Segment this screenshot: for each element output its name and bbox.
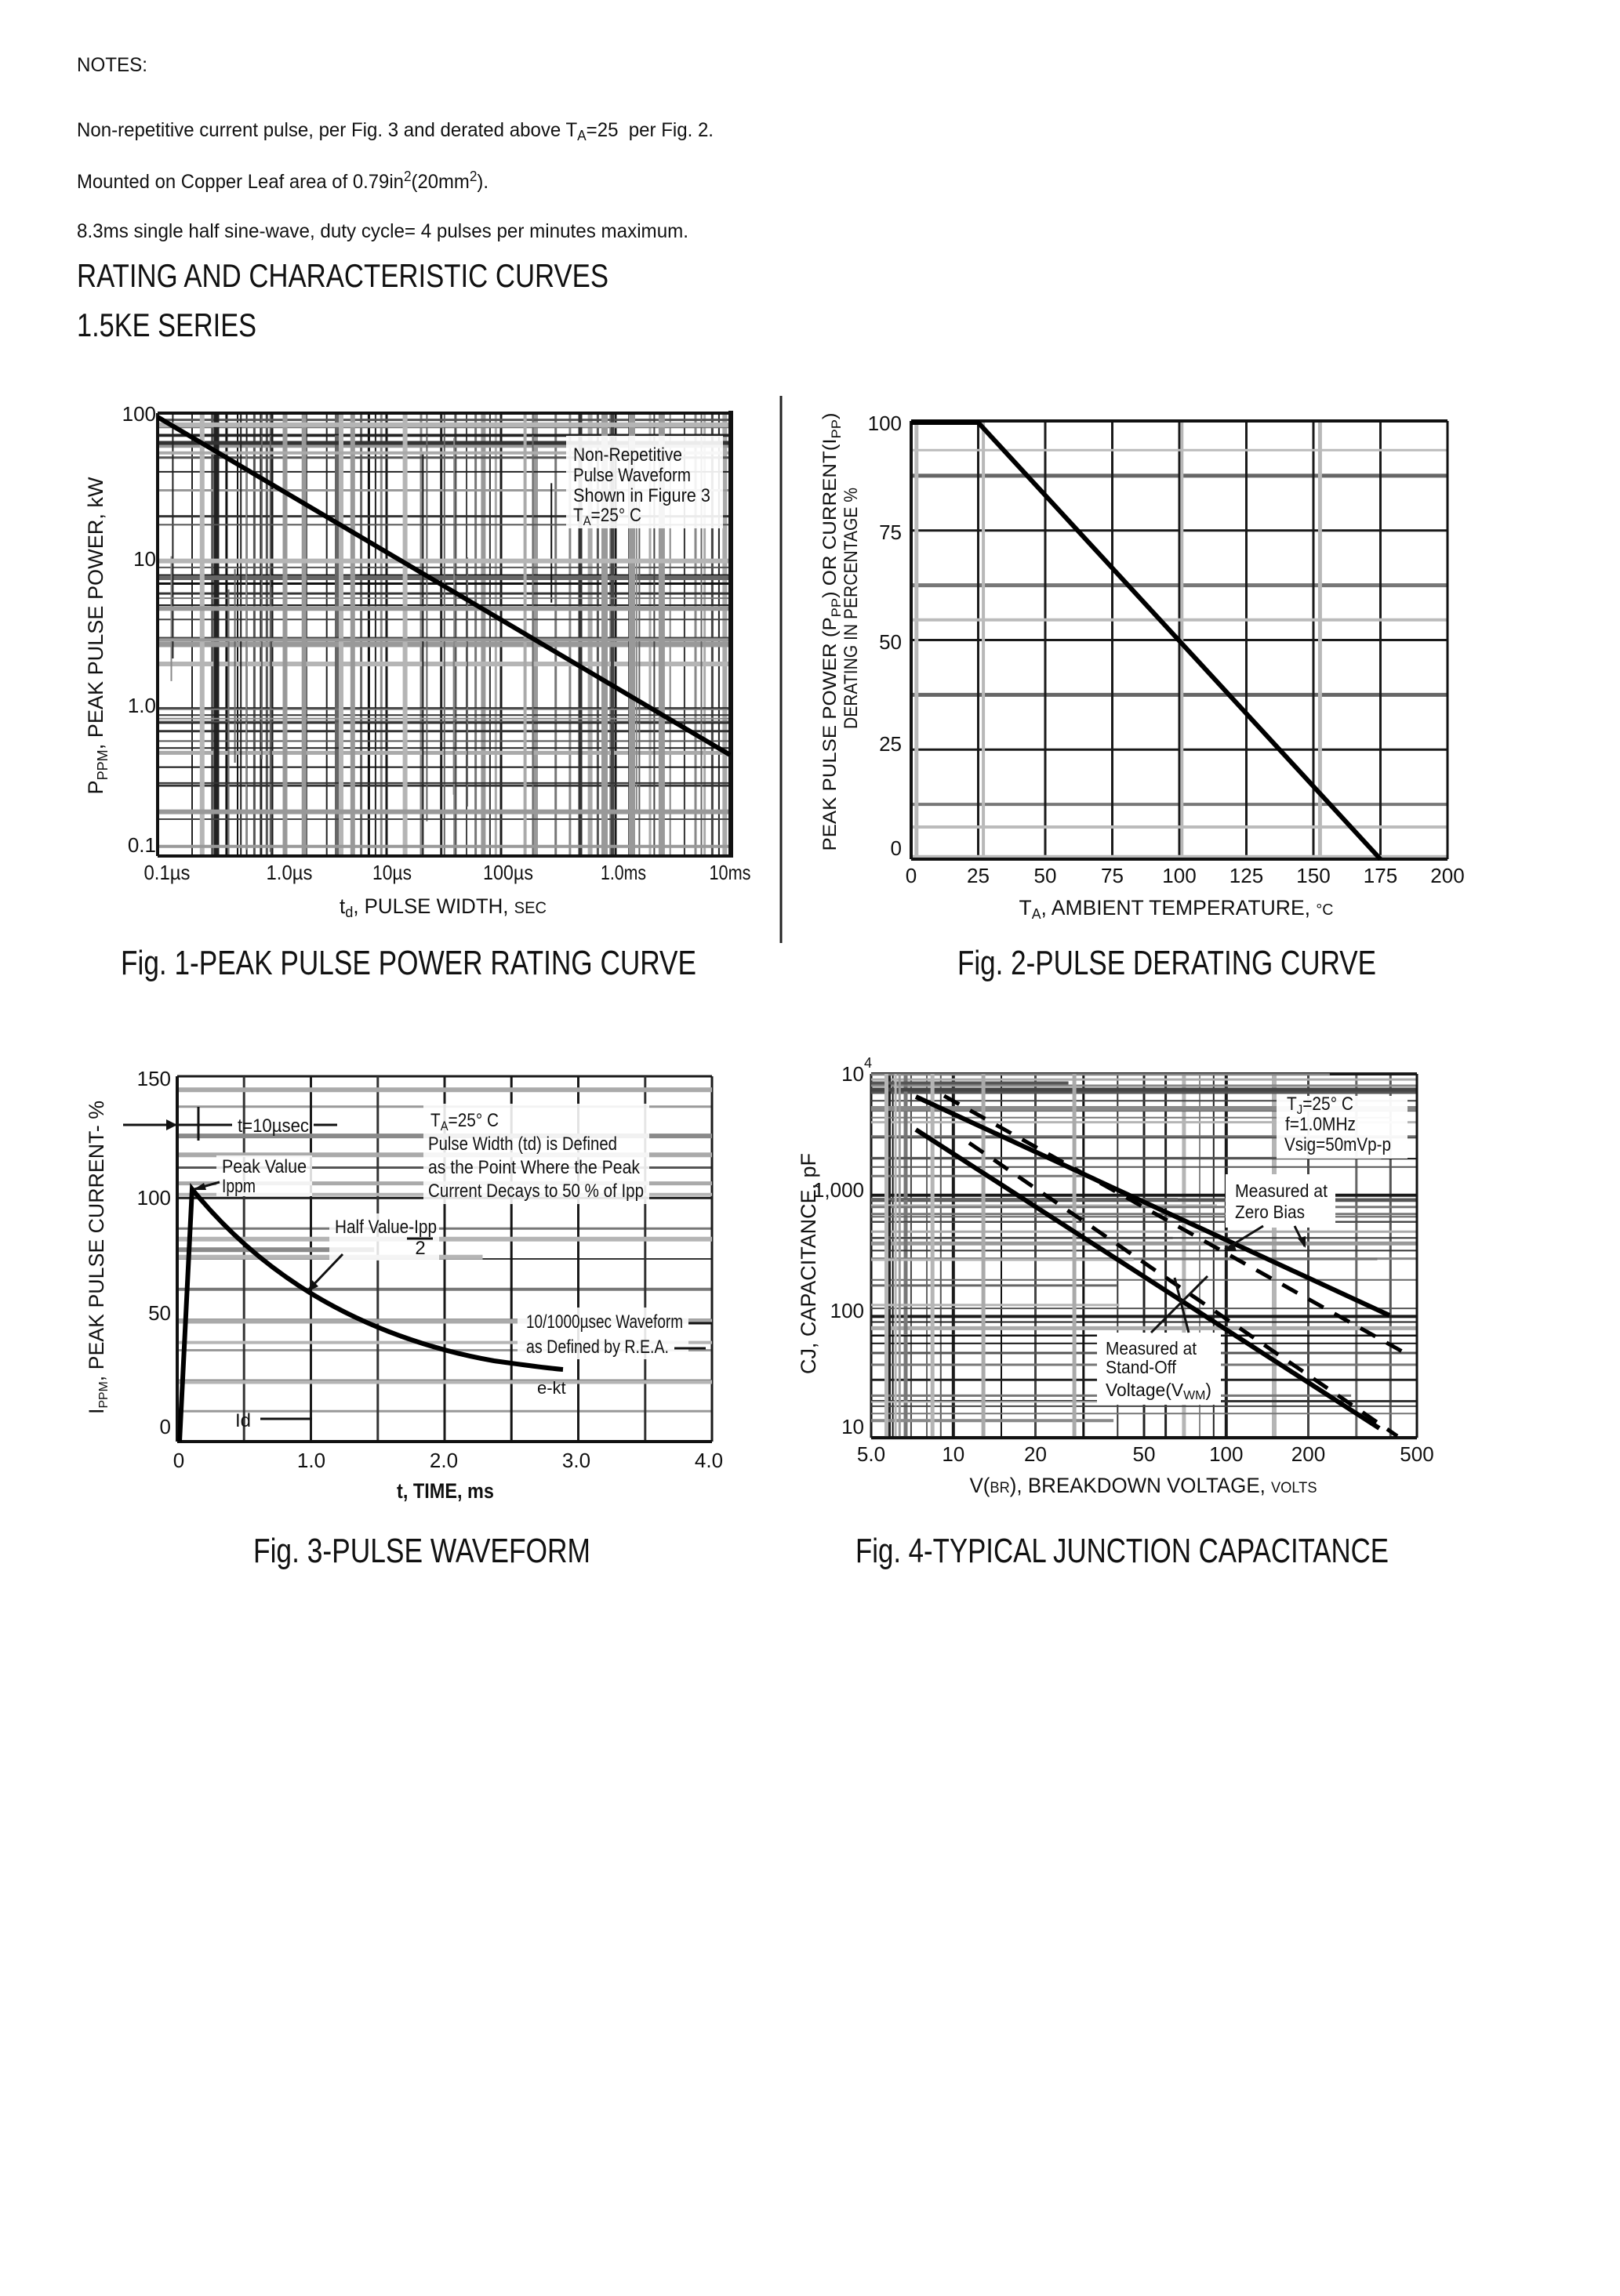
svg-text:10: 10 xyxy=(841,1062,864,1086)
svg-text:4.0: 4.0 xyxy=(695,1449,723,1472)
svg-text:200: 200 xyxy=(1291,1442,1325,1466)
svg-text:125: 125 xyxy=(1230,864,1263,887)
svg-text:50: 50 xyxy=(1034,864,1057,887)
svg-text:TA=25° C: TA=25° C xyxy=(573,505,641,528)
svg-text:20: 20 xyxy=(1024,1442,1047,1466)
svg-text:8.3ms single half sine-wave, d: 8.3ms single half sine-wave, duty cycle=… xyxy=(77,220,688,242)
svg-text:10/1000µsec Waveform: 10/1000µsec Waveform xyxy=(526,1311,683,1333)
svg-text:100µs: 100µs xyxy=(483,861,533,884)
svg-text:Non-Repetitive: Non-Repetitive xyxy=(573,444,682,466)
svg-text:10: 10 xyxy=(942,1442,964,1466)
svg-text:5.0: 5.0 xyxy=(857,1442,885,1466)
svg-text:100: 100 xyxy=(830,1299,864,1322)
svg-text:Fig. 3-PULSE WAVEFORM: Fig. 3-PULSE WAVEFORM xyxy=(253,1532,590,1570)
svg-text:50: 50 xyxy=(879,630,902,654)
svg-text:DERATING IN PERCENTAGE %: DERATING IN PERCENTAGE % xyxy=(841,488,862,729)
svg-text:Stand-Off: Stand-Off xyxy=(1106,1357,1177,1377)
svg-text:TA, AMBIENT TEMPERATURE, °C: TA, AMBIENT TEMPERATURE, °C xyxy=(1019,896,1334,922)
svg-text:200: 200 xyxy=(1430,864,1464,887)
svg-text:100: 100 xyxy=(1209,1442,1243,1466)
svg-text:as the Point Where the Peak: as the Point Where the Peak xyxy=(428,1157,641,1178)
svg-text:0: 0 xyxy=(891,836,902,860)
svg-text:100: 100 xyxy=(122,402,156,426)
svg-text:500: 500 xyxy=(1400,1442,1433,1466)
svg-text:100: 100 xyxy=(868,412,902,435)
svg-text:Shown in Figure 3: Shown in Figure 3 xyxy=(573,485,710,506)
svg-text:1.0ms: 1.0ms xyxy=(601,861,646,884)
svg-text:10: 10 xyxy=(841,1415,864,1438)
svg-text:Pulse Waveform: Pulse Waveform xyxy=(573,465,691,486)
svg-text:PPPM, PEAK PULSE POWER, kW: PPPM, PEAK PULSE POWER, kW xyxy=(84,477,111,795)
svg-text:e-kt: e-kt xyxy=(537,1378,566,1398)
svg-text:0.1µs: 0.1µs xyxy=(144,861,191,884)
svg-text:NOTES:: NOTES: xyxy=(77,54,147,76)
svg-text:Half Value-Ipp: Half Value-Ipp xyxy=(335,1217,437,1238)
svg-text:100: 100 xyxy=(1162,864,1196,887)
svg-text:100: 100 xyxy=(137,1186,171,1210)
svg-text:25: 25 xyxy=(879,732,902,756)
svg-text:50: 50 xyxy=(1133,1442,1156,1466)
svg-text:f=1.0MHz: f=1.0MHz xyxy=(1285,1114,1356,1135)
svg-text:Mounted on Copper Leaf area of: Mounted on Copper Leaf area of 0.79in2(2… xyxy=(77,169,489,193)
svg-text:175: 175 xyxy=(1364,864,1397,887)
svg-text:td, PULSE WIDTH, SEC: td, PULSE WIDTH, SEC xyxy=(340,894,547,921)
svg-text:Non-repetitive current pulse,: Non-repetitive current pulse, per Fig. 3… xyxy=(77,119,714,143)
svg-text:IPPM, PEAK PULSE CURRENT- %: IPPM, PEAK PULSE CURRENT- % xyxy=(85,1101,111,1414)
svg-text:Pulse Width (td) is Defined: Pulse Width (td) is Defined xyxy=(428,1133,617,1155)
svg-text:2.0: 2.0 xyxy=(430,1449,458,1472)
svg-text:150: 150 xyxy=(1296,864,1330,887)
svg-text:1.0: 1.0 xyxy=(297,1449,325,1472)
svg-text:4: 4 xyxy=(864,1055,872,1071)
svg-text:V(BR), BREAKDOWN VOLTAGE, VOL: V(BR), BREAKDOWN VOLTAGE, VOLTS xyxy=(970,1474,1317,1497)
svg-text:Ippm: Ippm xyxy=(222,1176,256,1197)
svg-text:0: 0 xyxy=(173,1449,184,1472)
svg-text:10: 10 xyxy=(133,547,156,571)
svg-text:1.5KE SERIES: 1.5KE SERIES xyxy=(77,306,256,343)
svg-text:RATING AND CHARACTERISTIC CURV: RATING AND CHARACTERISTIC CURVES xyxy=(77,257,608,294)
svg-text:1,000: 1,000 xyxy=(813,1178,864,1202)
svg-text:Current Decays to 50 % of Ipp: Current Decays to 50 % of Ipp xyxy=(428,1181,644,1202)
svg-text:Vsig=50mVp-p: Vsig=50mVp-p xyxy=(1284,1134,1391,1155)
svg-text:Fig. 1-PEAK PULSE POWER RATING: Fig. 1-PEAK PULSE POWER RATING CURVE xyxy=(121,944,696,982)
svg-text:TA=25° C: TA=25° C xyxy=(430,1110,499,1133)
svg-text:75: 75 xyxy=(1101,864,1124,887)
svg-text:25: 25 xyxy=(967,864,990,887)
svg-text:2: 2 xyxy=(415,1238,425,1259)
svg-text:t, TIME, ms: t, TIME, ms xyxy=(397,1479,494,1503)
svg-text:Measured at: Measured at xyxy=(1235,1181,1328,1201)
svg-text:PEAK PULSE POWER (PPP) OR C: PEAK PULSE POWER (PPP) OR CURRENT(IPP) xyxy=(819,413,844,851)
svg-text:Zero Bias: Zero Bias xyxy=(1235,1202,1305,1222)
svg-text:CJ, CAPACITANCE, pF: CJ, CAPACITANCE, pF xyxy=(797,1153,820,1374)
svg-text:50: 50 xyxy=(148,1301,171,1325)
svg-text:t=10µsec: t=10µsec xyxy=(238,1115,309,1137)
svg-text:Peak Value: Peak Value xyxy=(222,1156,307,1177)
svg-text:Id: Id xyxy=(235,1410,251,1431)
svg-text:10ms: 10ms xyxy=(710,861,751,884)
svg-text:1.0µs: 1.0µs xyxy=(267,861,313,884)
svg-text:Fig. 2-PULSE DERATING CURVE: Fig. 2-PULSE DERATING CURVE xyxy=(957,944,1376,982)
svg-text:as Defined by R.E.A.: as Defined by R.E.A. xyxy=(526,1337,669,1358)
svg-text:0: 0 xyxy=(160,1415,171,1438)
svg-text:1.0: 1.0 xyxy=(128,694,156,717)
svg-text:0: 0 xyxy=(906,864,917,887)
svg-text:Measured at: Measured at xyxy=(1106,1338,1197,1358)
svg-text:150: 150 xyxy=(137,1067,171,1090)
svg-text:10µs: 10µs xyxy=(372,861,412,884)
svg-text:0.1: 0.1 xyxy=(128,833,156,857)
svg-text:Fig. 4-TYPICAL JUNCTION CAPACI: Fig. 4-TYPICAL JUNCTION CAPACITANCE xyxy=(855,1532,1389,1570)
svg-text:3.0: 3.0 xyxy=(562,1449,590,1472)
svg-text:75: 75 xyxy=(879,520,902,544)
